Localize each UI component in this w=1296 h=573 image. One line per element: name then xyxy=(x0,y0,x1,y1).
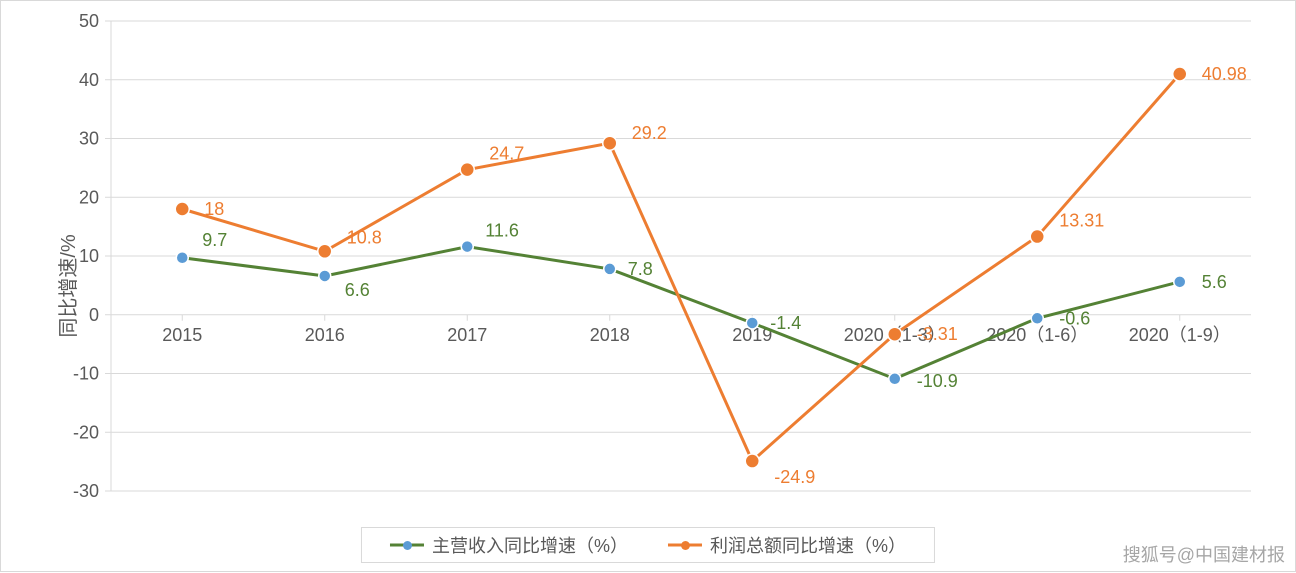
y-tick-label: -20 xyxy=(73,422,99,442)
x-tick-label: 2017 xyxy=(447,325,487,345)
data-label: 29.2 xyxy=(632,123,667,143)
legend-swatch-1 xyxy=(668,538,702,552)
series-1-point-6 xyxy=(1030,230,1044,244)
series-1-point-5 xyxy=(888,327,902,341)
x-tick-label: 2016 xyxy=(305,325,345,345)
series-0-point-2 xyxy=(461,241,473,253)
series-0-point-7 xyxy=(1174,276,1186,288)
series-0-point-1 xyxy=(319,270,331,282)
legend: 主营收入同比增速（%） 利润总额同比增速（%） xyxy=(361,527,935,563)
x-tick-label: 2015 xyxy=(162,325,202,345)
data-label: 9.7 xyxy=(202,230,227,250)
series-1-point-0 xyxy=(175,202,189,216)
y-axis-label: 同比增速/% xyxy=(52,234,81,337)
legend-swatch-0 xyxy=(390,538,424,552)
y-tick-label: -30 xyxy=(73,481,99,501)
data-label: 5.6 xyxy=(1202,272,1227,292)
y-tick-label: 30 xyxy=(79,129,99,149)
line-chart: -30-20-100102030405020152016201720182019… xyxy=(1,1,1296,573)
series-1-point-3 xyxy=(603,136,617,150)
series-0-point-3 xyxy=(604,263,616,275)
series-0-point-0 xyxy=(176,252,188,264)
legend-label-0: 主营收入同比增速（%） xyxy=(432,532,628,558)
series-1-point-1 xyxy=(318,244,332,258)
legend-label-1: 利润总额同比增速（%） xyxy=(710,532,906,558)
series-1-point-4 xyxy=(745,454,759,468)
x-tick-label: 2018 xyxy=(590,325,630,345)
series-0-point-6 xyxy=(1031,312,1043,324)
watermark-text: 搜狐号@中国建材报 xyxy=(1123,541,1285,567)
data-label: 10.8 xyxy=(347,227,382,247)
y-tick-label: 0 xyxy=(89,305,99,325)
y-tick-label: -10 xyxy=(73,364,99,384)
series-line-1 xyxy=(182,74,1180,461)
data-label: 13.31 xyxy=(1059,211,1104,231)
data-label: 11.6 xyxy=(485,221,519,241)
series-line-0 xyxy=(182,247,1180,379)
legend-item-series-1: 利润总额同比增速（%） xyxy=(668,532,906,558)
data-label: 18 xyxy=(204,199,224,219)
series-0-point-5 xyxy=(889,373,901,385)
series-0-point-4 xyxy=(746,317,758,329)
y-tick-label: 10 xyxy=(79,246,99,266)
data-label: 24.7 xyxy=(489,144,524,164)
x-tick-label: 2020（1-9） xyxy=(1129,325,1231,345)
series-1-point-7 xyxy=(1173,67,1187,81)
legend-item-series-0: 主营收入同比增速（%） xyxy=(390,532,628,558)
data-label: -3.31 xyxy=(917,324,958,344)
data-label: -0.6 xyxy=(1059,308,1090,328)
data-label: -1.4 xyxy=(770,313,801,333)
y-tick-label: 20 xyxy=(79,187,99,207)
chart-container: -30-20-100102030405020152016201720182019… xyxy=(0,0,1296,572)
data-label: -10.9 xyxy=(917,371,958,391)
data-label: 6.6 xyxy=(345,280,370,300)
data-label: -24.9 xyxy=(774,467,815,487)
y-tick-label: 50 xyxy=(79,11,99,31)
data-label: 40.98 xyxy=(1202,64,1247,84)
series-1-point-2 xyxy=(460,163,474,177)
y-tick-label: 40 xyxy=(79,70,99,90)
data-label: 7.8 xyxy=(628,259,653,279)
